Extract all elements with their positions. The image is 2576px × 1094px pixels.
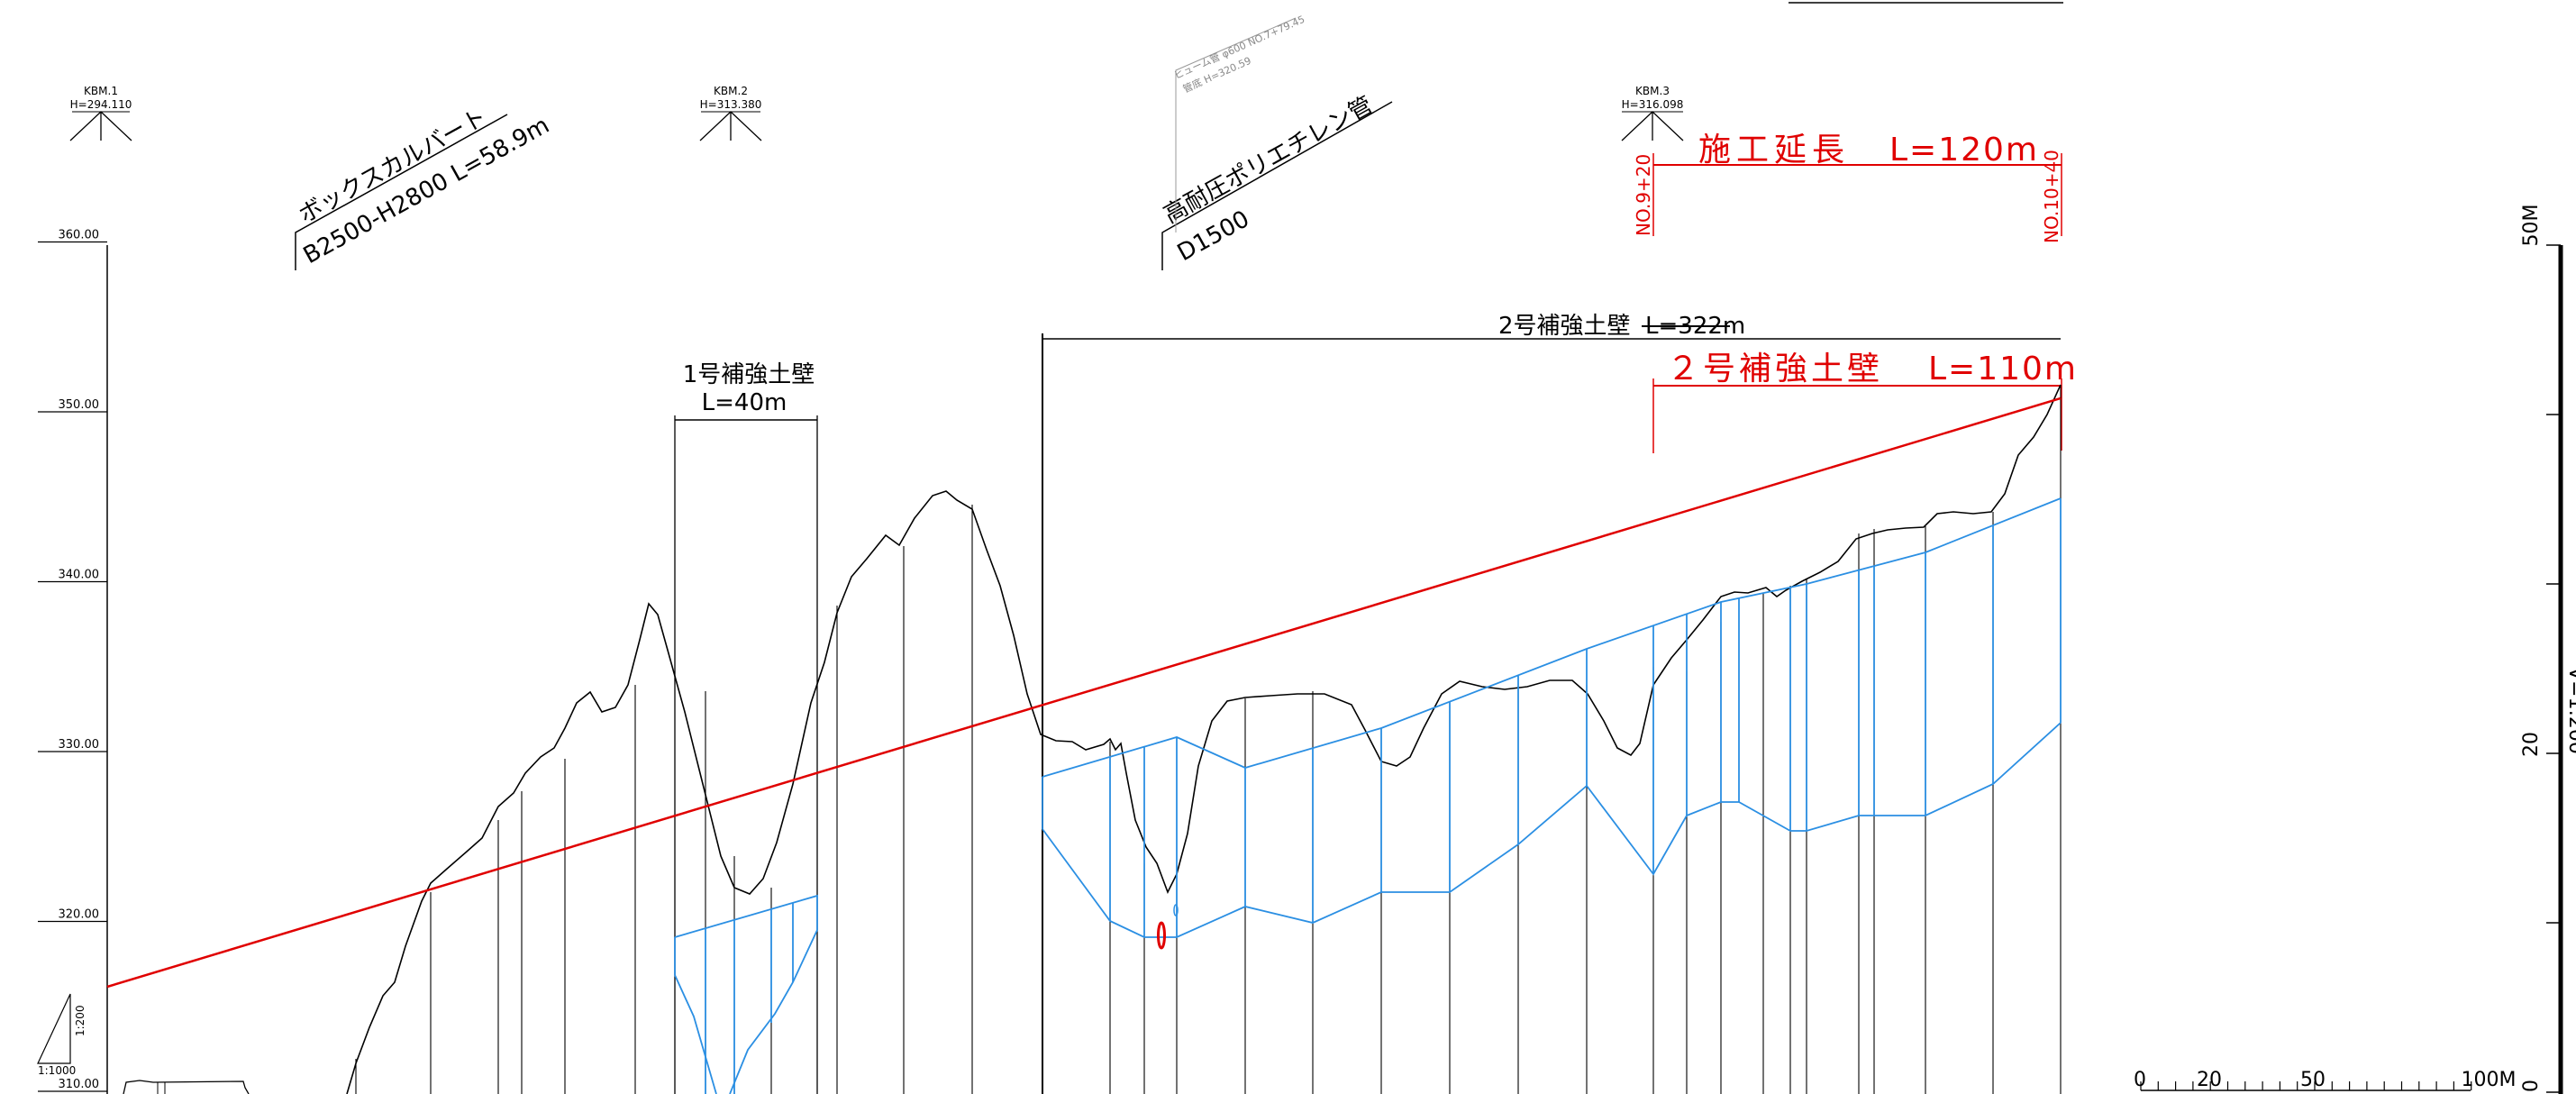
elevation-tick-label: 350.00 xyxy=(59,398,100,412)
wall-2-original-label: 2号補強土壁 xyxy=(1498,313,1631,340)
wall-2-new-length: L=110m xyxy=(1928,351,2078,387)
h-scale-label: 100M xyxy=(2462,1069,2517,1091)
pipe-leader-line xyxy=(1161,101,1393,270)
wall-2-new-annotation: ２号補強土壁 L=110m xyxy=(1652,351,2078,453)
elevation-tick-label: 320.00 xyxy=(59,908,100,922)
box-culvert-outline xyxy=(123,1080,250,1094)
pipe-section-marker xyxy=(1157,921,1166,950)
benchmark-height: H=313.380 xyxy=(700,98,762,111)
benchmark-symbol xyxy=(699,111,762,141)
horizontal-scale-bar: 0 20 50 100M xyxy=(2134,1069,2516,1091)
wall-1-body xyxy=(674,894,818,1094)
v-scale-label: 20 xyxy=(2520,732,2543,757)
v-scale-label: 50M xyxy=(2520,205,2543,247)
pipe-annotation: 高耐圧ポリエチレン管 D1500 ヒューム管 φ600 NO.7+79.45 管… xyxy=(1160,13,1393,270)
wall-1-annotation: 1号補強土壁 L=40m xyxy=(674,361,818,1094)
wall-2-body xyxy=(1042,497,2062,938)
wall-2-top-line xyxy=(1042,497,2062,778)
elevation-tick-label: 340.00 xyxy=(59,569,100,582)
scale-triangle xyxy=(37,993,71,1064)
h-scale-label: 50 xyxy=(2300,1069,2326,1091)
pipe-title: 高耐圧ポリエチレン管 xyxy=(1160,92,1378,229)
wall-2-new-label: ２号補強土壁 xyxy=(1667,351,1883,387)
elevation-tick-label: 310.00 xyxy=(59,1078,100,1091)
benchmark-height: H=316.098 xyxy=(1622,98,1684,111)
vertical-scale-bar: 0 20 50M V=1:200 xyxy=(2520,205,2576,1094)
v-scale-title: V=1:200 xyxy=(2564,667,2576,754)
construction-end-station: NO.10+40 xyxy=(2041,150,2062,243)
h-scale-label: 0 xyxy=(2134,1069,2146,1091)
benchmark-name: KBM.1 xyxy=(84,85,118,97)
wall-1-outline xyxy=(674,894,818,1094)
construction-length-value: L=120m xyxy=(1889,132,2039,169)
leader-line xyxy=(295,114,508,270)
construction-start-station: NO.9+20 xyxy=(1633,154,1654,236)
benchmark-height: H=294.110 xyxy=(70,98,132,111)
existing-ground-profile xyxy=(346,384,2062,1094)
scale-h-label: 1:1000 xyxy=(38,1064,76,1077)
benchmark-name: KBM.2 xyxy=(714,85,748,97)
wall-2-bottom-line xyxy=(1042,722,2062,938)
design-grade-line xyxy=(106,397,2062,989)
elevation-tick-label: 330.00 xyxy=(59,738,100,752)
station-lines xyxy=(355,385,2062,1094)
construction-length-label: 施工延長 xyxy=(1698,132,1850,169)
benchmark-kbm1: KBM.1 H=294.110 xyxy=(69,85,132,141)
elevation-tick-label: 360.00 xyxy=(59,229,100,242)
benchmark-name: KBM.3 xyxy=(1635,85,1670,97)
h-scale-label: 20 xyxy=(2197,1069,2222,1091)
v-scale-label: 0 xyxy=(2520,1080,2543,1092)
culvert-section-marker xyxy=(1173,904,1179,916)
construction-length-annotation: 施工延長 L=120m NO.9+20 NO.10+40 xyxy=(1633,132,2062,243)
scale-indicator: 1:1000 1:200 xyxy=(37,993,86,1077)
benchmark-kbm2: KBM.2 H=313.380 xyxy=(699,85,762,141)
benchmark-symbol xyxy=(69,111,132,141)
benchmark-kbm3: KBM.3 H=316.098 xyxy=(1621,85,1684,141)
scale-v-label: 1:200 xyxy=(74,1005,86,1036)
benchmark-symbol xyxy=(1621,111,1684,141)
wall-1-label: 1号補強土壁 xyxy=(683,361,815,388)
box-culvert-annotation: ボックスカルバート B2500-H2800 L=58.9m xyxy=(295,104,554,270)
wall-1-length: L=40m xyxy=(702,389,787,416)
elevation-axis: 360.00 350.00 340.00 330.00 320.00 310.00 xyxy=(38,229,108,1094)
pipe-note-leader xyxy=(1175,17,1297,232)
wall-2-original-annotation: 2号補強土壁 L=322m xyxy=(1042,313,2061,1094)
